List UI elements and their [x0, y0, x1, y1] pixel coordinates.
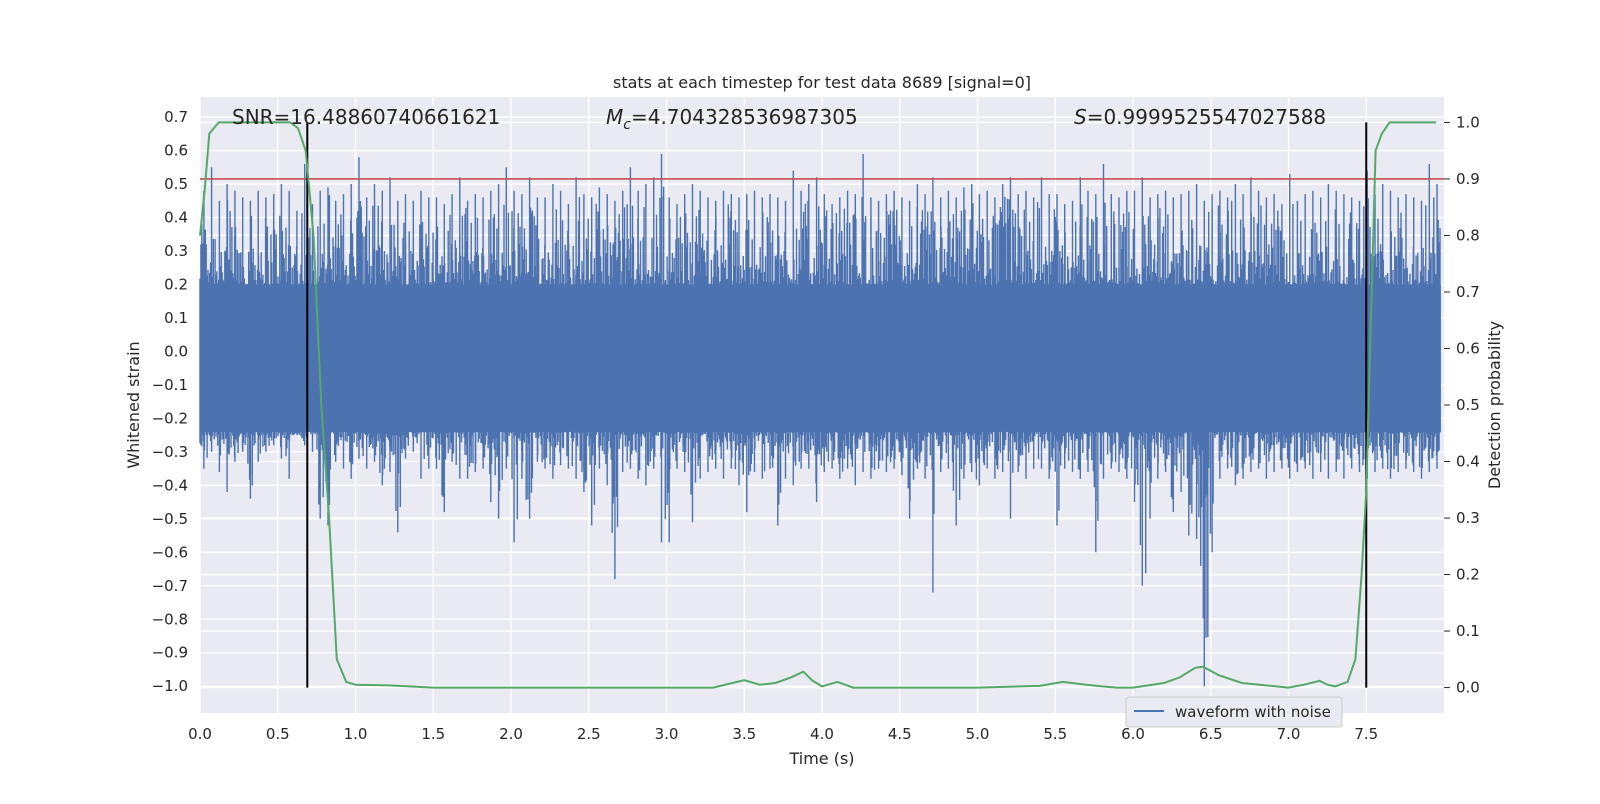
y-tick-label: 0.6: [164, 142, 188, 160]
y-tick-label: −0.5: [152, 510, 188, 528]
x-tick-label: 3.0: [655, 725, 679, 743]
y2-tick-label: 0.1: [1456, 622, 1480, 640]
y-tick-label: −0.7: [152, 577, 188, 595]
y-tick-label: 0.0: [164, 342, 188, 360]
y-axis-title: Whitened strain: [124, 341, 143, 468]
y-tick-label: 0.2: [164, 275, 188, 293]
chirp-mass-value: =4.704328536987305: [631, 105, 858, 129]
x-tick-label: 6.0: [1121, 725, 1145, 743]
snr-annotation: SNR=16.48860740661621: [232, 105, 500, 129]
y2-tick-label: 0.2: [1456, 566, 1480, 584]
waveform-series: [199, 153, 1441, 687]
x-tick-label: 0.5: [266, 725, 290, 743]
legend-label: waveform with noise: [1175, 703, 1331, 721]
chart-title: stats at each timestep for test data 868…: [613, 73, 1031, 92]
y2-tick-label: 1.0: [1456, 113, 1480, 131]
x-tick-label: 3.5: [732, 725, 756, 743]
probability-line: [199, 121, 1437, 689]
y-tick-label: 0.5: [164, 175, 188, 193]
y2-tick-label: 0.9: [1456, 170, 1480, 188]
y-tick-label: 0.7: [164, 108, 188, 126]
y-tick-label: −1.0: [152, 677, 188, 695]
y-tick-label: −0.6: [152, 543, 188, 561]
x-tick-label: 5.5: [1043, 725, 1067, 743]
x-tick-label: 4.5: [888, 725, 912, 743]
y-tick-label: −0.3: [152, 443, 188, 461]
x-tick-label: 7.5: [1354, 725, 1378, 743]
y-tick-label: −0.2: [152, 409, 188, 427]
y2-tick-label: 0.6: [1456, 339, 1480, 357]
y-tick-label: −0.8: [152, 610, 188, 628]
y2-tick-label: 0.3: [1456, 509, 1480, 527]
y-tick-label: 0.1: [164, 309, 188, 327]
x-tick-label: 0.0: [188, 725, 212, 743]
y2-tick-label: 0.4: [1456, 453, 1480, 471]
x-tick-label: 7.0: [1277, 725, 1301, 743]
score-symbol: S: [1074, 105, 1087, 129]
probability-series: [199, 121, 1437, 689]
y-tick-label: −0.1: [152, 376, 188, 394]
y2-tick-labels: 1.0 0.9 0.8 0.7 0.6 0.5 0.4 0.3 0.2 0.1 0.0: [1444, 113, 1480, 697]
x-tick-label: 2.0: [499, 725, 523, 743]
waveform-line: [199, 153, 1441, 687]
y2-tick-label: 0.5: [1456, 396, 1480, 414]
y-tick-label: 0.3: [164, 242, 188, 260]
y2-tick-label: 0.0: [1456, 679, 1480, 697]
x-tick-label: 1.5: [421, 725, 445, 743]
legend-box: [1125, 696, 1343, 728]
y-tick-label: −0.4: [152, 476, 188, 494]
x-tick-label: 5.0: [966, 725, 990, 743]
legend: waveform with noise: [1125, 696, 1343, 728]
chirp-mass-subscript: c: [623, 117, 631, 133]
y2-tick-label: 0.8: [1456, 226, 1480, 244]
score-annotation: S=0.9999525547027588: [1074, 105, 1326, 129]
y-tick-label: 0.4: [164, 209, 188, 227]
y2-tick-label: 0.7: [1456, 283, 1480, 301]
x-tick-label: 6.5: [1199, 725, 1223, 743]
y2-axis-title: Detection probability: [1485, 321, 1504, 489]
x-tick-labels: 0.0 0.5 1.0 1.5 2.0 2.5 3.0 3.5 4.0 4.5 5.0 5.5 6.0 6…: [188, 725, 1378, 743]
y-tick-label: −0.9: [152, 644, 188, 662]
x-tick-label: 1.0: [344, 725, 368, 743]
chirp-mass-annotation: Mc=4.704328536987305: [606, 105, 858, 133]
x-tick-label: 4.0: [810, 725, 834, 743]
chirp-mass-symbol: M: [606, 105, 623, 129]
score-value: =0.9999525547027588: [1087, 105, 1326, 129]
y-tick-labels: 0.7 0.6 0.5 0.4 0.3 0.2 0.1 0.0 −0.1 −0.2 −0.3 −0.4…: [152, 108, 188, 695]
overlay-lines: [200, 122, 1444, 688]
x-tick-label: 2.5: [577, 725, 601, 743]
x-axis-title: Time (s): [788, 749, 854, 768]
